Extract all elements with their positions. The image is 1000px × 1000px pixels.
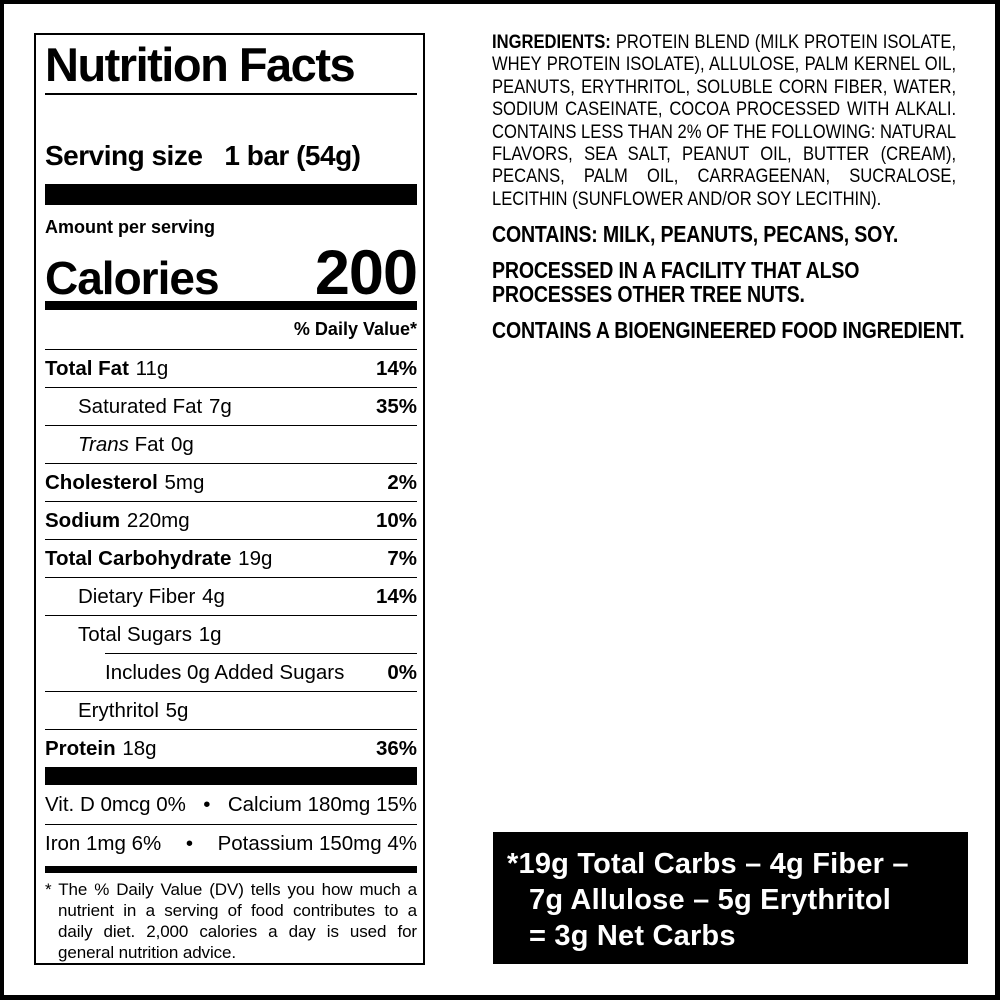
micronutrient-row-vitd-calcium: Vit. D 0mcg 0% • Calcium 180mg 15% — [45, 785, 417, 824]
serving-size-row: Serving size 1 bar (54g) — [45, 141, 417, 171]
net-carbs-line-2: 7g Allulose – 5g Erythritol — [529, 884, 892, 916]
nutrient-row-dietary-fiber: Dietary Fiber 4g 14% — [45, 577, 417, 615]
bioengineered-statement: CONTAINS A BIOENGINEERED FOOD INGREDIENT… — [492, 317, 965, 344]
nutrient-row-protein: Protein 18g 36% — [45, 729, 417, 767]
thick-divider-bar — [45, 184, 417, 205]
ingredients-list: PROTEIN BLEND (MILK PROTEIN ISOLATE, WHE… — [492, 31, 957, 210]
net-carbs-line-3: = 3g Net Carbs — [529, 920, 736, 952]
serving-size-label: Serving size — [45, 140, 203, 171]
nutrient-row-saturated-fat: Saturated Fat 7g 35% — [45, 387, 417, 425]
ingredients-text-block: INGREDIENTS: PROTEIN BLEND (MILK PROTEIN… — [492, 31, 965, 344]
title-divider — [45, 93, 417, 95]
nutrient-row-trans-fat: Trans Fat 0g — [45, 425, 417, 463]
net-carbs-callout: *19g Total Carbs – 4g Fiber – 7g Allulos… — [493, 832, 968, 964]
serving-size-value: 1 bar (54g) — [224, 140, 361, 171]
allergen-contains-statement: CONTAINS: MILK, PEANUTS, PECANS, SOY. — [492, 221, 899, 248]
bullet-icon: • — [203, 792, 211, 816]
nutrient-row-total-fat: Total Fat 11g 14% — [45, 349, 417, 387]
potassium-value: Potassium 150mg 4% — [217, 832, 417, 855]
nutrient-rows: Total Fat 11g 14% Saturated Fat 7g 35% T… — [45, 349, 417, 767]
nutrient-row-erythritol: Erythritol 5g — [45, 691, 417, 729]
facility-statement: PROCESSED IN A FACILITY THAT ALSO PROCES… — [492, 257, 860, 308]
nutrient-row-total-carbohydrate: Total Carbohydrate 19g 7% — [45, 539, 417, 577]
micronutrient-row-iron-potassium: Iron 1mg 6% • Potassium 150mg 4% — [45, 824, 417, 863]
iron-value: Iron 1mg 6% — [45, 832, 162, 855]
nutrition-facts-label: Nutrition Facts Serving size 1 bar (54g)… — [34, 33, 425, 965]
medium-divider-bar — [45, 866, 417, 873]
ingredients-heading: INGREDIENTS: — [492, 31, 611, 53]
daily-value-header: % Daily Value* — [293, 319, 417, 339]
calcium-value: Calcium 180mg 15% — [227, 792, 417, 816]
calories-row: Calories 200 — [45, 237, 418, 308]
medium-divider-bar — [45, 301, 417, 310]
calories-value: 200 — [314, 238, 418, 308]
ingredients-panel: INGREDIENTS: PROTEIN BLEND (MILK PROTEIN… — [492, 31, 965, 344]
nutrition-facts-title: Nutrition Facts — [45, 38, 356, 91]
ingredients-paragraph: INGREDIENTS: PROTEIN BLEND (MILK PROTEIN… — [492, 31, 956, 210]
added-sugars-indent-rule: Includes 0g Added Sugars 0% — [105, 652, 417, 692]
calories-label: Calories — [45, 252, 220, 304]
vitamin-d-value: Vit. D 0mcg 0% — [45, 792, 186, 816]
nutrient-row-sodium: Sodium 220mg 10% — [45, 501, 417, 539]
bullet-icon: • — [185, 832, 193, 855]
net-carbs-line-1: *19g Total Carbs – 4g Fiber – — [507, 848, 909, 880]
nutrient-row-added-sugars: Includes 0g Added Sugars 0% — [45, 652, 417, 692]
daily-value-footnote: * The % Daily Value (DV) tells you how m… — [45, 880, 417, 962]
thick-divider-bar — [45, 767, 417, 785]
nutrient-row-cholesterol: Cholesterol 5mg 2% — [45, 463, 417, 501]
amount-per-serving-label: Amount per serving — [45, 217, 216, 237]
nutrient-row-total-sugars: Total Sugars 1g — [45, 615, 417, 653]
